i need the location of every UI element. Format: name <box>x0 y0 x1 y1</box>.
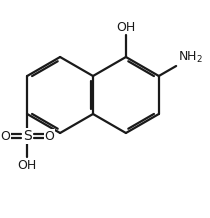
Text: S: S <box>23 129 32 143</box>
Text: O: O <box>0 129 10 143</box>
Text: OH: OH <box>116 21 135 34</box>
Text: NH$_2$: NH$_2$ <box>178 50 203 65</box>
Text: O: O <box>44 129 54 143</box>
Text: OH: OH <box>18 159 37 172</box>
